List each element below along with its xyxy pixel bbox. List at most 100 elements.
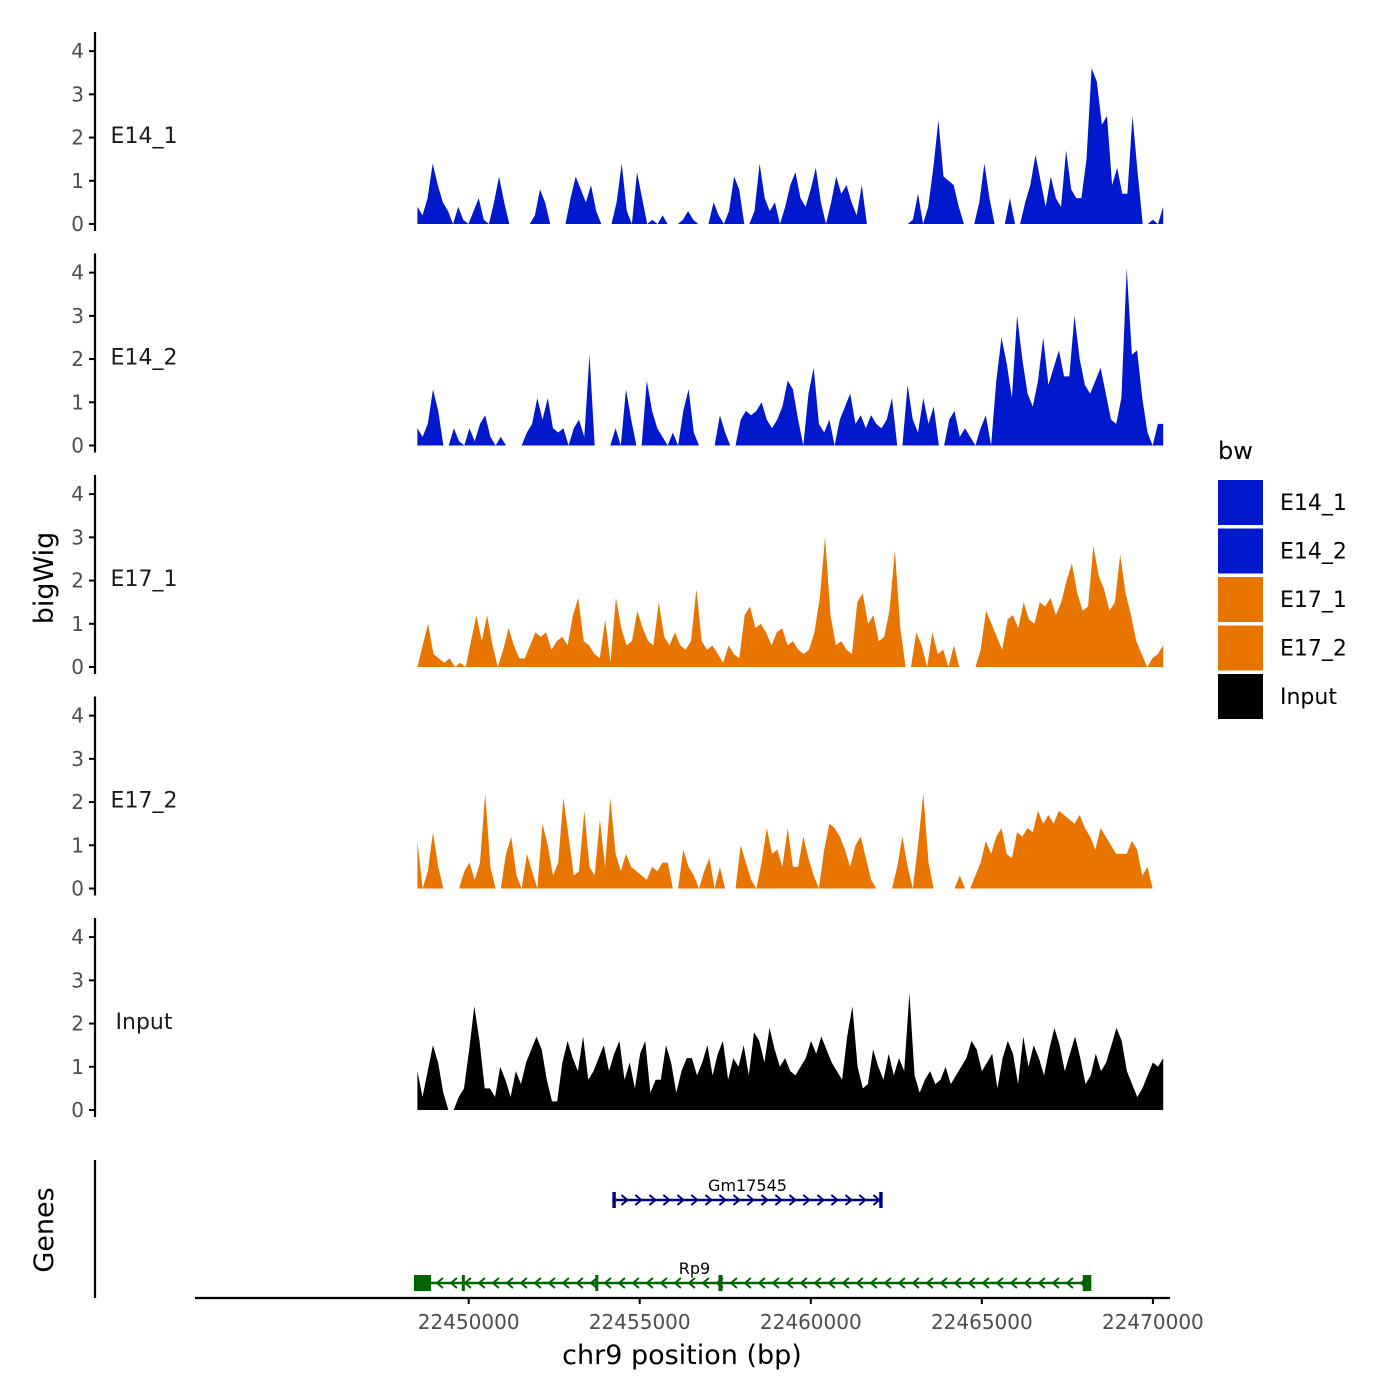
strand-chevron (760, 1194, 769, 1206)
gene-name: Rp9 (679, 1259, 710, 1278)
strand-chevron (743, 1277, 752, 1289)
gene-exon (461, 1275, 465, 1291)
strand-chevron (816, 1194, 825, 1206)
strand-chevron (505, 1277, 514, 1289)
strand-chevron (774, 1194, 783, 1206)
strand-chevron (477, 1277, 486, 1289)
strand-chevron (967, 1277, 976, 1289)
strand-chevron (757, 1277, 766, 1289)
strand-chevron (449, 1277, 458, 1289)
x-tick-label: 22455000 (589, 1310, 691, 1334)
track-E14_1: 0 1 2 3 4 E14_1 (71, 32, 1164, 236)
x-tick-label: 22450000 (418, 1310, 520, 1334)
y-axis-title: bigWig (29, 532, 60, 625)
coverage-area-E17_2 (417, 793, 1164, 889)
strand-chevron (830, 1194, 839, 1206)
y-tick-label: 3 (71, 525, 84, 549)
y-tick-label: 2 (71, 126, 84, 150)
strand-chevron (925, 1277, 934, 1289)
legend-key-E17_2 (1218, 625, 1263, 671)
strand-chevron (841, 1277, 850, 1289)
y-tick-label: 0 (71, 434, 84, 458)
strand-chevron (701, 1277, 710, 1289)
coverage-tracks: 0 1 2 3 4 E14_1 0 1 2 3 4 E14_2 0 1 2 3 4 E17_1 0 1 2 3 4 E17_2… (71, 32, 1164, 1122)
y-tick-label: 1 (71, 390, 84, 414)
strand-chevron (858, 1194, 867, 1206)
y-tick-label: 2 (71, 347, 84, 371)
strand-chevron (869, 1277, 878, 1289)
strand-chevron (844, 1194, 853, 1206)
x-axis: 22450000 22455000 22460000 22465000 22470000 (195, 1296, 1204, 1334)
strand-chevron (1051, 1277, 1060, 1289)
strand-chevron (897, 1277, 906, 1289)
x-tick-label: 22465000 (931, 1310, 1033, 1334)
y-tick-label: 1 (71, 612, 84, 636)
strand-chevron (883, 1277, 892, 1289)
strand-chevron (435, 1277, 444, 1289)
strand-chevron (648, 1194, 657, 1206)
y-tick-label: 3 (71, 82, 84, 106)
y-tick-label: 3 (71, 747, 84, 771)
y-tick-label: 4 (71, 704, 84, 728)
strand-chevron (634, 1194, 643, 1206)
x-tick-label: 22470000 (1102, 1310, 1204, 1334)
coverage-area-E14_1 (417, 68, 1164, 225)
strand-chevron (561, 1277, 570, 1289)
legend-key-E14_1 (1218, 480, 1263, 525)
strand-chevron (620, 1194, 629, 1206)
gene-exon (413, 1275, 432, 1291)
strand-chevron (813, 1277, 822, 1289)
gene-name: Gm17545 (708, 1176, 787, 1195)
strand-chevron (690, 1194, 699, 1206)
track-E17_2: 0 1 2 3 4 E17_2 (71, 696, 1164, 901)
legend-label: E14_2 (1280, 540, 1347, 565)
gene-exon (595, 1275, 599, 1291)
strand-chevron (676, 1194, 685, 1206)
strand-chevron (673, 1277, 682, 1289)
strand-chevron (732, 1194, 741, 1206)
y-tick-label: 0 (71, 1098, 84, 1122)
legend: bw E14_1 E14_2 E17_1 E17_2 Input (1218, 437, 1347, 719)
y-tick-label: 0 (71, 877, 84, 901)
track-label: E14_1 (111, 124, 178, 149)
y-tick-label: 2 (71, 1012, 84, 1036)
gene-Gm17545: Gm17545 (612, 1176, 883, 1208)
legend-label: Input (1280, 685, 1337, 710)
legend-title: bw (1218, 437, 1253, 465)
strand-chevron (981, 1277, 990, 1289)
strand-chevron (1023, 1277, 1032, 1289)
strand-chevron (953, 1277, 962, 1289)
strand-chevron (704, 1194, 713, 1206)
gene-exon (1082, 1275, 1092, 1291)
strand-chevron (659, 1277, 668, 1289)
strand-chevron (519, 1277, 528, 1289)
gene-Rp9: Rp9 (413, 1259, 1092, 1291)
strand-chevron (687, 1277, 696, 1289)
track-label: E14_2 (111, 346, 178, 371)
strand-chevron (746, 1194, 755, 1206)
strand-chevron (785, 1277, 794, 1289)
y-tick-label: 4 (71, 261, 84, 285)
y-tick-label: 4 (71, 482, 84, 506)
strand-chevron (718, 1194, 727, 1206)
gene-exon (612, 1192, 616, 1208)
strand-chevron (799, 1277, 808, 1289)
strand-chevron (1065, 1277, 1074, 1289)
track-label: E17_1 (111, 567, 178, 592)
legend-key-Input (1218, 674, 1263, 719)
strand-chevron (771, 1277, 780, 1289)
strand-chevron (533, 1277, 542, 1289)
coverage-area-E14_2 (417, 268, 1164, 446)
strand-chevron (603, 1277, 612, 1289)
legend-key-E14_2 (1218, 528, 1263, 574)
genes-track-title: Genes (29, 1187, 60, 1272)
y-tick-label: 0 (71, 212, 84, 236)
strand-chevron (463, 1277, 472, 1289)
y-tick-label: 4 (71, 925, 84, 949)
gene-track: Gm17545 Rp9 (93, 1160, 1092, 1298)
strand-chevron (645, 1277, 654, 1289)
legend-label: E17_2 (1280, 637, 1347, 662)
track-label: Input (116, 1010, 173, 1035)
strand-chevron (491, 1277, 500, 1289)
